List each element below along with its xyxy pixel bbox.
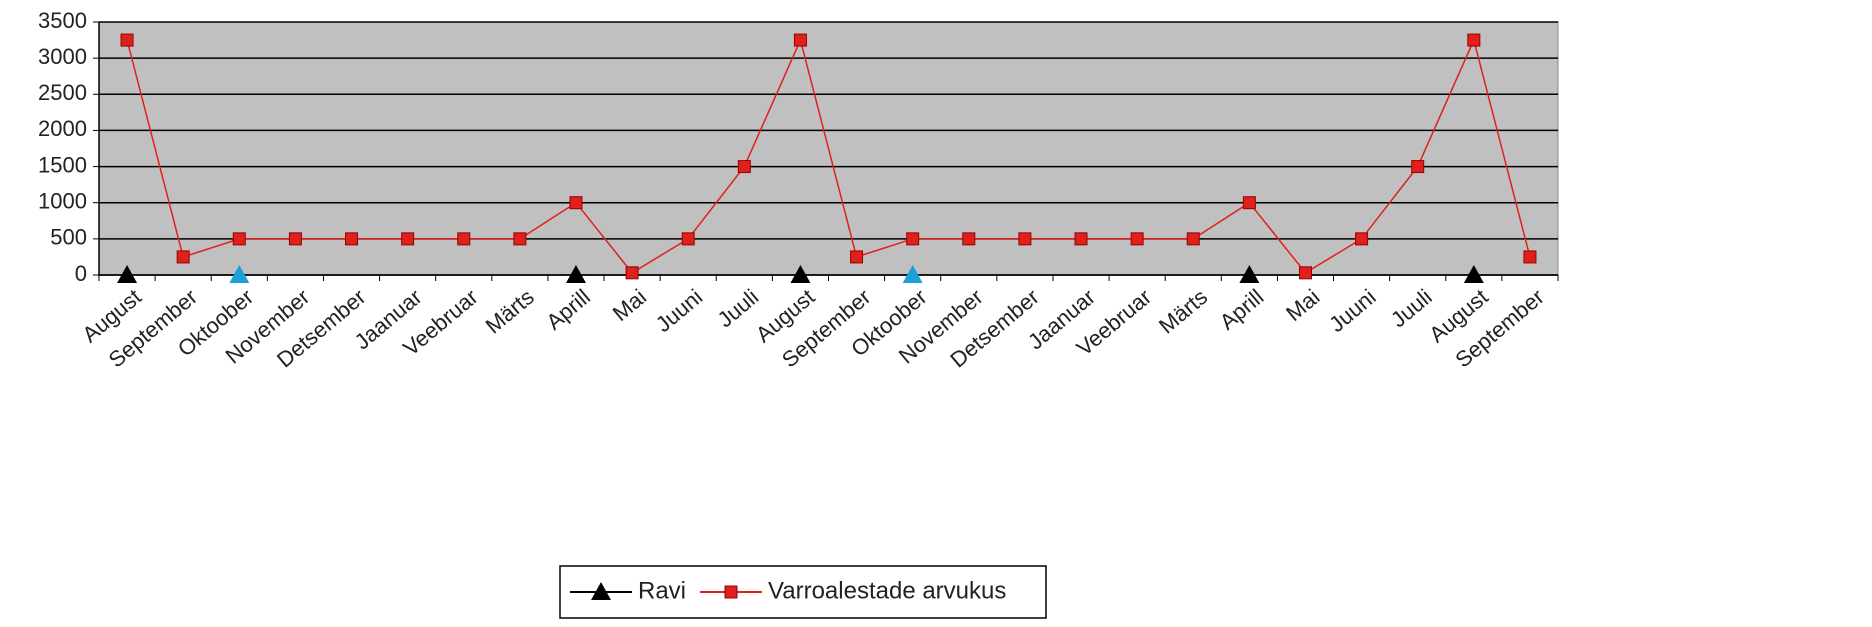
data-point	[1074, 232, 1088, 246]
y-tick-label: 1000	[38, 189, 87, 214]
data-point	[850, 250, 864, 264]
legend-label: Ravi	[638, 577, 686, 604]
y-tick-label: 3500	[38, 8, 87, 33]
data-point	[288, 232, 302, 246]
data-point	[1130, 232, 1144, 246]
legend: Ravi Varroalestade arvukus	[559, 565, 1047, 619]
y-tick-label: 2000	[38, 116, 87, 141]
data-point	[232, 232, 246, 246]
y-tick-label: 1500	[38, 152, 87, 177]
y-tick-label: 0	[75, 261, 87, 286]
data-point	[1186, 232, 1200, 246]
x-tick-label: Juuni	[1324, 284, 1380, 337]
y-tick-label: 3000	[38, 44, 87, 69]
data-point	[1242, 196, 1256, 210]
data-point	[569, 196, 583, 210]
x-tick-label: Aprill	[1215, 284, 1269, 335]
y-tick-label: 2500	[38, 80, 87, 105]
data-point	[565, 265, 586, 283]
data-point	[229, 265, 250, 283]
data-point	[793, 33, 807, 47]
data-point	[1411, 160, 1425, 174]
data-point	[1467, 33, 1481, 47]
series-line	[126, 37, 1531, 274]
x-tick-label: Mai	[608, 284, 651, 326]
x-tick-label: Juuni	[651, 284, 707, 337]
legend-marker	[724, 585, 738, 599]
data-point	[1355, 232, 1369, 246]
data-point	[1018, 232, 1032, 246]
data-point	[401, 232, 415, 246]
data-point	[117, 265, 138, 283]
data-point	[513, 232, 527, 246]
data-point	[457, 232, 471, 246]
y-tick-label: 500	[50, 225, 87, 250]
data-point	[962, 232, 976, 246]
x-tick-label: Märts	[1154, 284, 1212, 339]
data-point	[1523, 250, 1537, 264]
x-tick-label: Märts	[481, 284, 539, 339]
data-point	[1463, 265, 1484, 283]
data-point	[737, 160, 751, 174]
legend-label: Varroalestade arvukus	[768, 577, 1006, 604]
data-point	[790, 265, 811, 283]
data-point	[345, 232, 359, 246]
data-point	[120, 33, 134, 47]
x-tick-label: Mai	[1281, 284, 1324, 326]
data-point	[625, 266, 639, 280]
legend-box	[559, 565, 1047, 619]
x-tick-label: Aprill	[541, 284, 595, 335]
data-point	[681, 232, 695, 246]
data-point	[176, 250, 190, 264]
data-point	[1239, 265, 1260, 283]
data-point	[906, 232, 920, 246]
legend-marker	[591, 582, 611, 600]
data-point	[1298, 266, 1312, 280]
data-point	[902, 265, 923, 283]
